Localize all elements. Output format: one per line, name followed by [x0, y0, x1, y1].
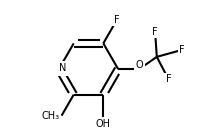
Text: N: N: [59, 63, 66, 73]
Text: F: F: [152, 26, 157, 37]
Text: F: F: [179, 45, 185, 55]
Text: F: F: [114, 15, 119, 25]
Text: OH: OH: [96, 119, 111, 129]
Text: F: F: [166, 74, 171, 84]
Text: O: O: [136, 60, 143, 70]
Text: CH₃: CH₃: [41, 111, 59, 121]
